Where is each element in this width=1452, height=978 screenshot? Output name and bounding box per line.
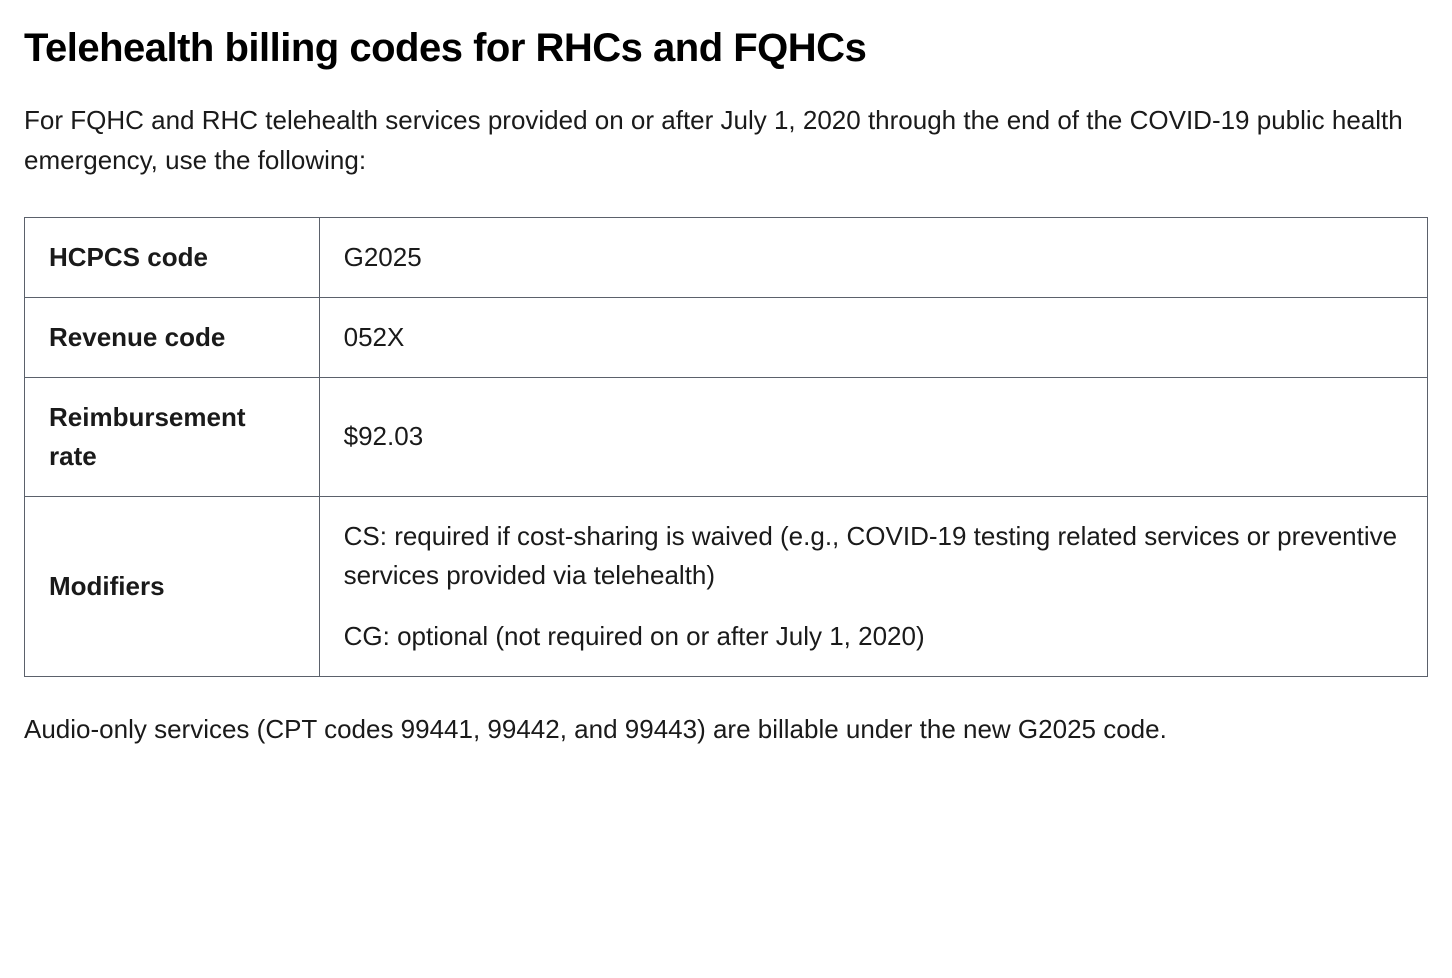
row-value-revenue: 052X: [319, 297, 1427, 377]
row-label-modifiers: Modifiers: [25, 496, 320, 676]
table-row: HCPCS code G2025: [25, 217, 1428, 297]
billing-codes-table: HCPCS code G2025 Revenue code 052X Reimb…: [24, 217, 1428, 677]
modifier-item: CS: required if cost-sharing is waived (…: [344, 517, 1403, 595]
outro-paragraph: Audio-only services (CPT codes 99441, 99…: [24, 709, 1428, 749]
table-row: Reimbursement rate $92.03: [25, 377, 1428, 496]
intro-paragraph: For FQHC and RHC telehealth services pro…: [24, 100, 1428, 181]
row-label-reimbursement: Reimbursement rate: [25, 377, 320, 496]
row-value-hcpcs: G2025: [319, 217, 1427, 297]
table-row-modifiers: Modifiers CS: required if cost-sharing i…: [25, 496, 1428, 676]
document-container: Telehealth billing codes for RHCs and FQ…: [24, 24, 1428, 749]
row-value-modifiers: CS: required if cost-sharing is waived (…: [319, 496, 1427, 676]
page-title: Telehealth billing codes for RHCs and FQ…: [24, 24, 1428, 72]
table-row: Revenue code 052X: [25, 297, 1428, 377]
row-label-hcpcs: HCPCS code: [25, 217, 320, 297]
row-value-reimbursement: $92.03: [319, 377, 1427, 496]
modifier-item: CG: optional (not required on or after J…: [344, 617, 1403, 656]
row-label-revenue: Revenue code: [25, 297, 320, 377]
